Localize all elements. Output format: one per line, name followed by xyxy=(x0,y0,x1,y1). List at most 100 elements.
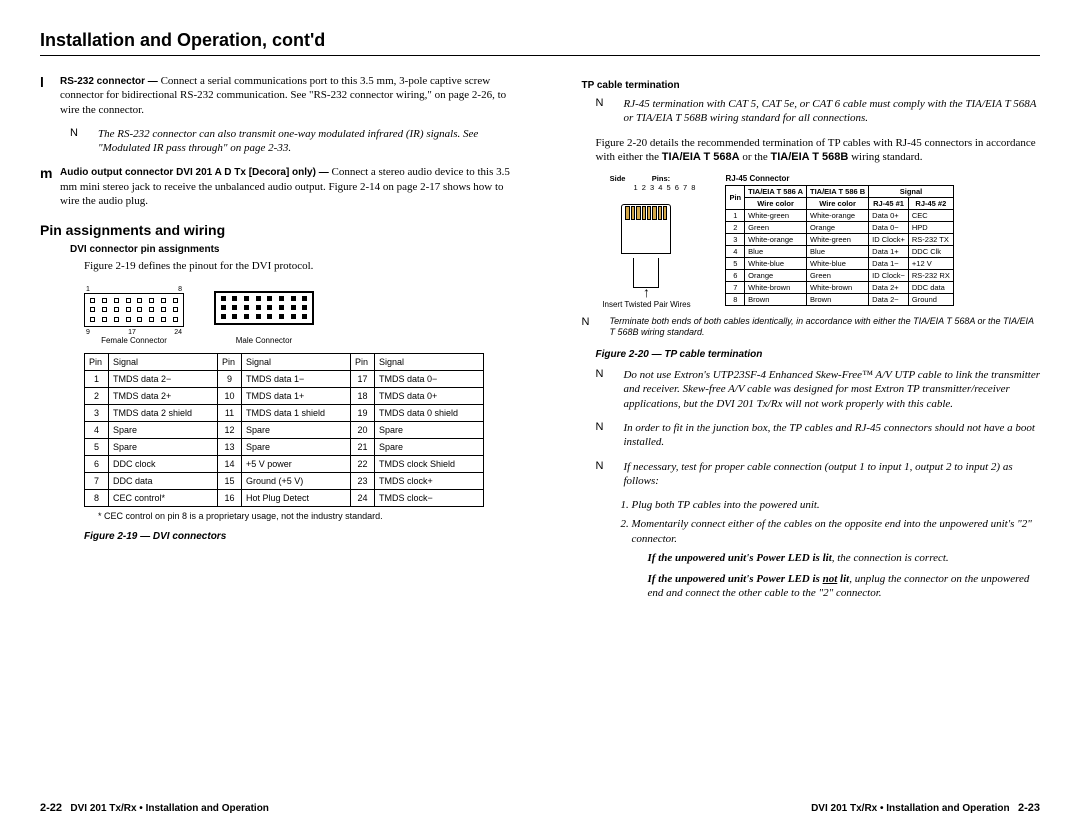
footer-left-pg: 2-22 xyxy=(40,802,62,814)
up-arrow-icon: ↑ xyxy=(581,284,711,300)
sub-tp: TP cable termination xyxy=(581,80,1040,91)
wire-cell: HPD xyxy=(908,222,953,234)
dvi-male: Male Connector xyxy=(214,282,314,345)
dvi-cell: TMDS data 1 shield xyxy=(242,404,351,421)
wire-h-pin: Pin xyxy=(726,186,745,210)
dvi-cell: Spare xyxy=(242,438,351,455)
wire-h-586b: TIA/EIA T 586 B xyxy=(807,186,869,198)
wire-h-signal: Signal xyxy=(869,186,954,198)
nlit-u: not xyxy=(823,573,838,585)
note-rj45-std: N RJ-45 termination with CAT 5, CAT 5e, … xyxy=(595,97,1040,126)
tp-intro-2: wiring standard. xyxy=(848,151,922,163)
nlit-b: lit xyxy=(837,573,849,585)
dvi-header: Signal xyxy=(375,353,484,370)
dvi-header: Pin xyxy=(85,353,109,370)
male-label: Male Connector xyxy=(214,336,314,345)
wire-h-586a: TIA/EIA T 586 A xyxy=(745,186,807,198)
wire-cell: Brown xyxy=(745,294,807,306)
wire-sub-4: RJ-45 #2 xyxy=(908,198,953,210)
wire-cell: White-blue xyxy=(807,258,869,270)
lit-1b: , the connection is correct. xyxy=(832,552,949,564)
table-row: 7DDC data15Ground (+5 V)23TMDS clock+ xyxy=(85,472,484,489)
note-rj45-text: RJ-45 termination with CAT 5, CAT 5e, or… xyxy=(623,97,1040,126)
wire-cell: 4 xyxy=(726,246,745,258)
left-column: l RS-232 connector — Connect a serial co… xyxy=(40,74,521,601)
dvi-cell: Spare xyxy=(109,421,218,438)
wire-cell: 2 xyxy=(726,222,745,234)
wire-cell: Data 2+ xyxy=(869,282,909,294)
note-n: N xyxy=(581,316,609,339)
dvi-cell: 13 xyxy=(218,438,242,455)
note-n: N xyxy=(595,421,623,450)
wire-color-table: Pin TIA/EIA T 586 A TIA/EIA T 586 B Sign… xyxy=(725,185,953,306)
wire-cell: White-orange xyxy=(807,210,869,222)
note-skew: N Do not use Extron's UTP23SF-4 Enhanced… xyxy=(595,368,1040,411)
label-l: l xyxy=(40,74,60,117)
dvi-cell: TMDS data 0− xyxy=(375,370,484,387)
dvi-footnote: * CEC control on pin 8 is a proprietary … xyxy=(98,511,521,522)
wire-cell: White-brown xyxy=(807,282,869,294)
page-title: Installation and Operation, cont'd xyxy=(40,30,1040,56)
rj45-plug-icon xyxy=(611,194,681,254)
note-n: N xyxy=(595,460,623,489)
wire-cell: ID Clock+ xyxy=(869,234,909,246)
dvi-cell: 19 xyxy=(351,404,375,421)
wire-cell: Ground xyxy=(908,294,953,306)
entry-m-bold: Audio output connector DVI 201 A D Tx [D… xyxy=(60,167,329,178)
right-column: TP cable termination N RJ-45 termination… xyxy=(581,74,1040,601)
wire-cell: Blue xyxy=(807,246,869,258)
table-row: 4Spare12Spare20Spare xyxy=(85,421,484,438)
wire-cell: Orange xyxy=(807,222,869,234)
entry-l-bold: RS-232 connector — xyxy=(60,76,158,87)
pin-num-1: 1 xyxy=(86,286,90,293)
note-n: N xyxy=(70,127,98,156)
tp-intro-mid: or the xyxy=(740,151,771,163)
dvi-cell: 23 xyxy=(351,472,375,489)
dvi-cell: 9 xyxy=(218,370,242,387)
page-footer: 2-22 DVI 201 Tx/Rx • Installation and Op… xyxy=(40,802,1040,814)
dvi-cell: TMDS data 0+ xyxy=(375,387,484,404)
lit-1: If the unpowered unit's Power LED is lit xyxy=(647,552,831,564)
wire-cell: White-green xyxy=(807,234,869,246)
dvi-cell: 12 xyxy=(218,421,242,438)
wire-cell: CEC xyxy=(908,210,953,222)
insert-label: Insert Twisted Pair Wires xyxy=(581,300,711,310)
note-boot-text: In order to fit in the junction box, the… xyxy=(623,421,1040,450)
wire-cell: Data 1− xyxy=(869,258,909,270)
wire-cell: 7 xyxy=(726,282,745,294)
wire-cell: Orange xyxy=(745,270,807,282)
entry-m: m Audio output connector DVI 201 A D Tx … xyxy=(40,165,521,208)
wire-cell: Blue xyxy=(745,246,807,258)
footer-left-txt: DVI 201 Tx/Rx • Installation and Operati… xyxy=(70,803,269,814)
note-n: N xyxy=(595,368,623,411)
dvi-cell: 14 xyxy=(218,455,242,472)
side-label: Side xyxy=(581,174,633,192)
table-row: 7White-brownWhite-brownData 2+DDC data xyxy=(726,282,953,294)
female-label: Female Connector xyxy=(84,336,184,345)
section-pins: Pin assignments and wiring xyxy=(40,222,521,238)
wire-cell: Data 0+ xyxy=(869,210,909,222)
dvi-cell: 10 xyxy=(218,387,242,404)
note-terminate: N Terminate both ends of both cables ide… xyxy=(581,316,1040,339)
dvi-cell: DDC clock xyxy=(109,455,218,472)
dvi-intro: Figure 2-19 defines the pinout for the D… xyxy=(84,259,521,273)
pin-num-17: 17 xyxy=(128,329,136,336)
wire-sub-2: Wire color xyxy=(807,198,869,210)
wire-cell: White-brown xyxy=(745,282,807,294)
pins-label: Pins: xyxy=(652,174,678,183)
dvi-cell: Spare xyxy=(242,421,351,438)
dvi-header: Pin xyxy=(351,353,375,370)
wire-cell: 3 xyxy=(726,234,745,246)
dvi-cell: 4 xyxy=(85,421,109,438)
figure-2-20-caption: Figure 2-20 — TP cable termination xyxy=(595,349,1040,360)
note-terminate-text: Terminate both ends of both cables ident… xyxy=(609,316,1040,339)
wire-cell: Green xyxy=(807,270,869,282)
dvi-cell: DDC data xyxy=(109,472,218,489)
table-row: 4BlueBlueData 1+DDC Clk xyxy=(726,246,953,258)
wire-cell: Data 0− xyxy=(869,222,909,234)
dvi-cell: TMDS data 2 shield xyxy=(109,404,218,421)
tp-intro-b1: TIA/EIA T 568A xyxy=(662,151,740,163)
table-row: 3TMDS data 2 shield11TMDS data 1 shield1… xyxy=(85,404,484,421)
test-steps: Plug both TP cables into the powered uni… xyxy=(631,498,1040,547)
table-row: 5Spare13Spare21Spare xyxy=(85,438,484,455)
